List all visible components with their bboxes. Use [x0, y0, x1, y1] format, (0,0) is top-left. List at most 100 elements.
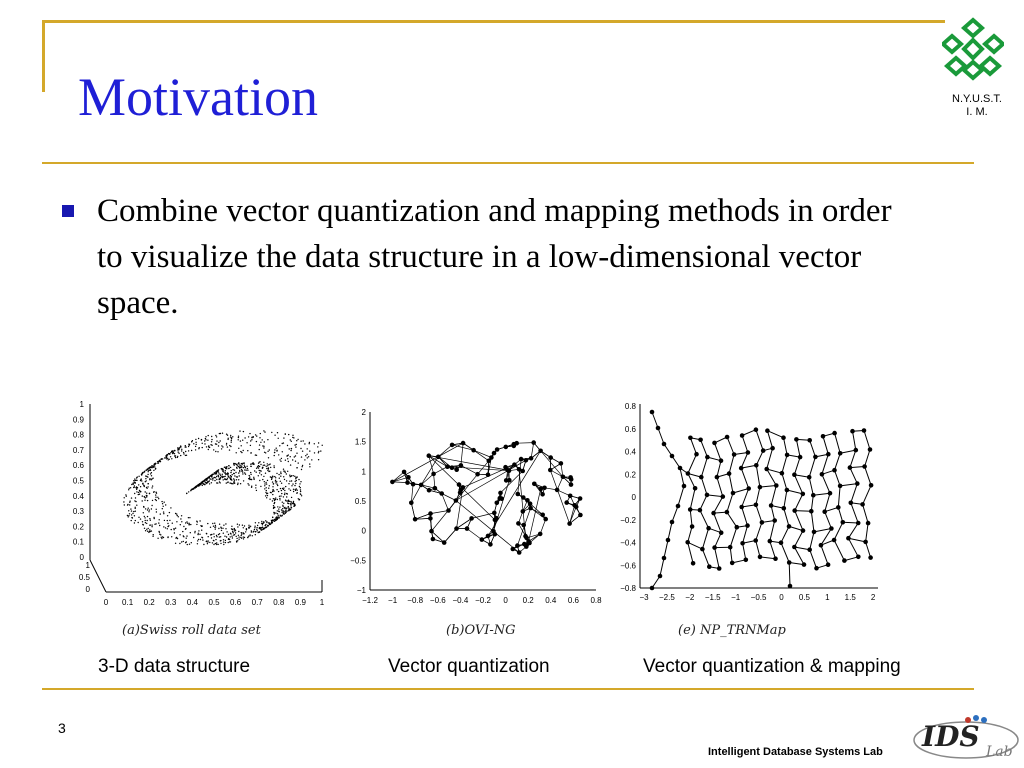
mesh-node: [786, 524, 792, 529]
data-point: [190, 523, 192, 526]
data-point: [147, 527, 149, 530]
data-point: [240, 445, 242, 447]
data-point: [290, 500, 292, 503]
data-point: [147, 486, 149, 488]
data-point: [248, 478, 250, 480]
data-point: [162, 511, 165, 513]
graph-node: [520, 509, 526, 514]
data-point: [136, 486, 138, 489]
graph-edge: [529, 503, 543, 516]
tick-label: −0.6: [620, 561, 636, 570]
mesh-node: [734, 524, 740, 530]
data-point: [208, 483, 211, 485]
data-point: [240, 462, 243, 465]
data-point: [274, 479, 277, 481]
graph-edge: [431, 530, 445, 543]
tick-label: −0.2: [620, 516, 636, 525]
data-point: [199, 520, 201, 522]
graph-node: [479, 537, 485, 542]
graph-node: [456, 482, 462, 487]
data-point: [261, 524, 264, 526]
data-point: [211, 444, 213, 446]
data-point: [186, 535, 188, 537]
data-point: [243, 536, 246, 539]
data-point: [321, 444, 323, 446]
data-point: [191, 440, 194, 442]
data-point: [249, 432, 251, 435]
mesh-edge: [726, 511, 738, 528]
mesh-node: [863, 539, 868, 545]
graph-edge: [528, 488, 542, 542]
data-point: [222, 541, 225, 543]
tick-label: 0: [503, 596, 508, 605]
data-point: [150, 508, 153, 510]
mesh-node: [792, 544, 797, 550]
graph-node: [512, 462, 517, 467]
data-point: [137, 491, 140, 494]
data-point: [134, 479, 137, 482]
data-point: [250, 463, 252, 465]
data-point: [228, 467, 230, 469]
data-point: [227, 437, 229, 439]
data-point: [294, 460, 297, 462]
data-point: [154, 498, 157, 501]
data-point: [251, 535, 253, 537]
data-point: [275, 477, 277, 479]
graph-edge: [420, 456, 439, 486]
tick-label: 0.6: [73, 461, 85, 470]
data-point: [291, 502, 293, 505]
data-point: [179, 534, 181, 536]
tick-label: 0.4: [187, 598, 199, 607]
data-point: [133, 486, 135, 489]
data-point: [128, 487, 130, 489]
data-point: [228, 476, 230, 478]
data-point: [300, 468, 303, 471]
data-point: [242, 527, 244, 529]
graph-node: [540, 512, 545, 518]
data-point: [272, 486, 274, 488]
data-point: [225, 433, 228, 435]
data-point: [217, 543, 219, 546]
data-point: [217, 469, 219, 472]
data-point: [152, 534, 154, 536]
graph-node: [558, 461, 564, 466]
data-point: [220, 529, 223, 532]
data-point: [240, 450, 242, 453]
data-point: [221, 469, 223, 471]
data-point: [182, 535, 184, 537]
data-point: [280, 509, 283, 511]
graph-edge: [530, 442, 535, 459]
mesh-node: [700, 546, 705, 552]
mesh-node: [850, 428, 855, 434]
graph-node: [471, 447, 476, 453]
data-point: [281, 487, 284, 490]
mesh-edge: [663, 539, 669, 559]
data-point: [230, 438, 233, 440]
data-point: [242, 462, 244, 464]
data-point: [258, 526, 261, 529]
data-point: [259, 527, 262, 529]
data-point: [298, 499, 300, 501]
mesh-edge: [759, 556, 776, 560]
data-point: [149, 478, 151, 480]
data-point: [224, 466, 226, 468]
mesh-node: [726, 471, 732, 476]
graph-edge: [456, 518, 472, 529]
mesh-node: [781, 435, 786, 440]
data-point: [267, 439, 269, 441]
data-point: [281, 511, 283, 514]
data-point: [300, 447, 302, 450]
data-point: [158, 519, 160, 521]
data-point: [155, 494, 157, 496]
mesh-edge: [755, 486, 761, 505]
mesh-edge: [834, 453, 841, 471]
mesh-edge: [714, 442, 722, 461]
figure-a-caption: 3-D data structure: [98, 656, 251, 677]
data-point: [301, 466, 303, 468]
data-point: [157, 537, 159, 539]
data-point: [284, 512, 286, 514]
data-point: [259, 470, 261, 472]
graph-node: [524, 535, 529, 541]
data-point: [153, 491, 155, 493]
data-point: [138, 516, 140, 518]
